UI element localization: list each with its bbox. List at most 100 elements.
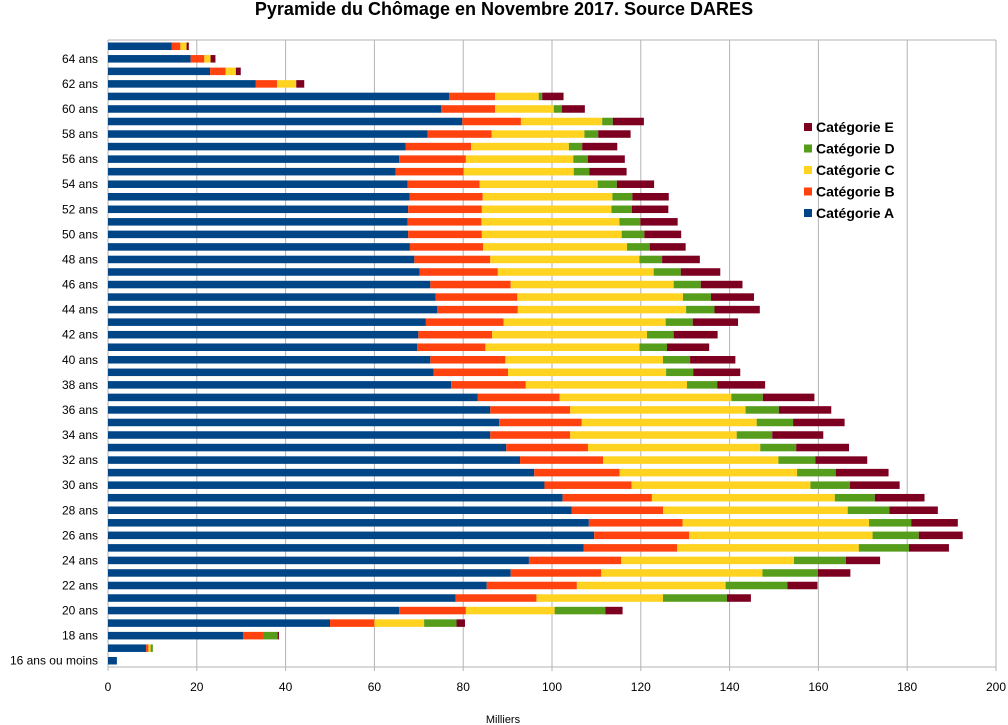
bar-segment [793,556,846,565]
bar-segment [424,619,457,627]
bar-segment [108,155,400,163]
legend-label: Catégorie E [816,119,894,135]
legend-label: Catégorie D [816,141,895,157]
bar-segment [405,142,472,151]
bar-segment [619,468,798,477]
bar-segment [762,393,815,402]
bar-segment [330,619,375,627]
bar-segment [639,343,667,351]
bar-segment [653,268,681,276]
y-tick-label: 44 ans [62,303,98,317]
bar-segment [108,544,584,552]
bar-segment [717,381,766,389]
bar-segment [408,205,482,214]
bar-segment [108,42,172,51]
bar-segment [186,42,189,51]
legend-swatch [804,187,812,196]
bar-segment [491,130,585,138]
bar-segment [108,268,420,276]
bar-segment [510,569,602,577]
bar-segment [508,368,667,377]
bar-segment [108,255,415,264]
bar-segment [485,343,640,351]
bar-segment [544,481,632,489]
bar-segment [108,619,330,627]
bar-segment [108,631,243,640]
bar-segment [666,343,710,351]
bar-segment [517,305,687,314]
y-tick-label: 60 ans [62,102,98,116]
bar-segment [108,456,521,464]
bar-segment [407,180,480,188]
bar-segment [762,569,818,577]
bar-segment [815,456,868,464]
bar-segment [693,368,741,377]
bar-segment [408,230,482,239]
bar-segment [486,581,577,590]
x-tick-label: 40 [279,680,293,694]
x-tick-label: 20 [190,680,204,694]
x-axis-label: Milliers [486,714,521,725]
bars-layer [108,42,963,665]
bar-segment [481,230,622,239]
y-tick-label: 36 ans [62,403,98,417]
bar-segment [520,117,603,126]
bar-segment [108,293,436,301]
bar-segment [108,192,410,201]
bar-segment [108,569,511,577]
bar-segment [690,356,736,364]
bar-segment [528,556,622,565]
bar-segment [583,544,678,552]
x-tick-label: 0 [105,680,112,694]
bar-segment [573,167,590,176]
bar-segment [296,80,305,88]
y-tick-label: 24 ans [62,553,98,567]
bar-segment [588,519,683,527]
bar-segment [520,456,604,464]
bar-segment [872,531,919,540]
bar-segment [108,318,426,326]
bar-segment [108,230,409,239]
bar-segment [419,268,498,276]
y-tick-label: 28 ans [62,503,98,517]
bar-segment [632,192,669,201]
bar-segment [481,218,620,226]
bar-segment [455,594,537,602]
bar-segment [644,230,682,239]
bar-segment [506,443,588,452]
bar-segment [849,481,900,489]
bar-segment [150,644,153,652]
bar-segment [561,105,585,113]
bar-segment [108,431,491,439]
bar-segment [594,531,690,540]
bar-segment [497,268,654,276]
bar-segment [108,67,211,76]
bar-segment [481,205,612,214]
bar-segment [568,142,583,151]
bar-segment [682,293,711,301]
bar-segment [682,519,870,527]
bar-segment [797,468,836,477]
bar-segment [570,406,746,414]
bar-segment [495,92,539,101]
bar-segment [587,443,761,452]
bar-segment [492,330,648,339]
bar-segment [602,117,613,126]
bar-segment [631,481,811,489]
bar-segment [417,343,486,351]
x-tick-label: 80 [457,680,471,694]
bar-segment [621,556,794,565]
bar-segment [817,569,851,577]
bar-segment [435,293,518,301]
bar-segment [631,205,669,214]
bar-segment [601,569,763,577]
bar-segment [673,330,718,339]
y-tick-label: 50 ans [62,227,98,241]
bar-segment [686,305,715,314]
bar-segment [171,42,181,51]
legend-swatch [804,209,812,217]
bar-segment [731,393,763,402]
bar-segment [612,117,644,126]
bar-segment [108,656,117,665]
bar-segment [399,606,466,615]
